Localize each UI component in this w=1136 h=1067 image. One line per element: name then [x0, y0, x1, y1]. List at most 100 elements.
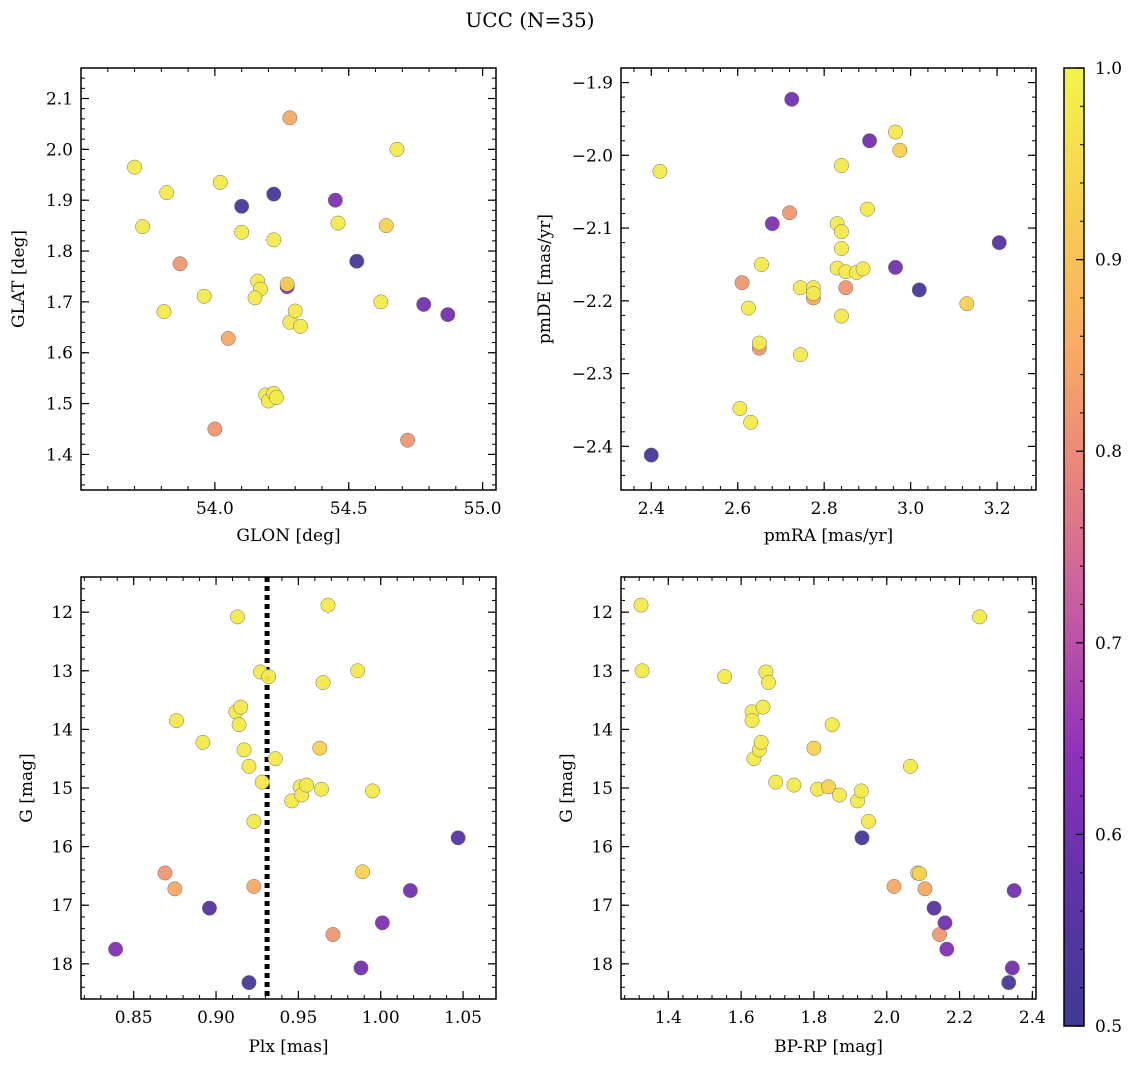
scatter-point: [959, 296, 975, 312]
y-tick-label: 1.7: [46, 293, 73, 313]
scatter-point: [440, 307, 456, 323]
scatter-point: [1001, 975, 1017, 991]
scatter-point: [312, 740, 328, 756]
y-tick-label: −2.1: [572, 219, 613, 239]
scatter-point: [732, 401, 748, 416]
panel-bprp-g: 1.4 1.6 1.8 2.0 2.2 2.4 12 13 14 15 16 17 18 BP-RP [m…: [557, 576, 1046, 1057]
scatter-point: [236, 742, 252, 758]
scatter-point: [743, 414, 759, 430]
plot-frame: [80, 576, 497, 1000]
scatter-point: [824, 717, 840, 733]
y-tick-label: 13: [51, 662, 73, 682]
x-tick-label: 0.90: [197, 1008, 235, 1028]
x-tick-label: 2.8: [811, 499, 838, 519]
scatter-point: [634, 663, 650, 679]
scatter-point: [633, 597, 649, 613]
y-tick-label: 12: [591, 603, 613, 623]
colorbar-tick-label: 1.0: [1095, 59, 1122, 79]
scatter-point: [755, 699, 771, 715]
scatter-point: [127, 159, 142, 175]
scatter-point: [853, 783, 869, 799]
y-tick-label: 16: [591, 838, 613, 858]
scatter-point: [196, 288, 212, 304]
scatter-point: [834, 224, 849, 240]
scatter-point: [231, 717, 247, 733]
scatter-point: [838, 280, 854, 296]
x-tick-label: 54.0: [196, 499, 234, 519]
y-tick-label: 1.9: [46, 191, 73, 211]
x-tick-label: 1.4: [655, 1008, 682, 1028]
scatter-point: [764, 216, 780, 232]
scatter-point: [266, 232, 282, 248]
scatter-point: [373, 294, 389, 310]
scatter-point: [169, 713, 184, 729]
y-tick-label: −2.0: [572, 146, 613, 166]
scatter-point: [786, 777, 802, 793]
y-axis-label: G [mag]: [557, 753, 577, 822]
scatter-point: [246, 813, 262, 829]
scatter-point: [241, 975, 257, 991]
y-tick-label: 17: [591, 896, 613, 916]
scatter-point: [402, 883, 418, 899]
scatter-point: [886, 879, 902, 894]
y-tick-label: 14: [591, 720, 613, 740]
x-tick-label: 2.6: [724, 499, 751, 519]
y-tick-label: 17: [51, 896, 73, 916]
scatter-point: [327, 192, 343, 208]
scatter-point: [917, 881, 933, 897]
scatter-point: [782, 205, 798, 221]
scatter-point: [254, 774, 270, 790]
scatter-point: [229, 609, 245, 625]
x-axis-label: GLON [deg]: [236, 526, 340, 546]
scatter-point: [246, 879, 262, 894]
scatter-point: [888, 259, 903, 275]
scatter-point: [754, 256, 769, 272]
y-tick-label: 12: [51, 603, 73, 623]
scatter-point: [753, 734, 769, 750]
scatter-point: [159, 185, 175, 201]
scatter-point: [325, 927, 341, 942]
scatter-point: [416, 296, 432, 312]
scatter-point: [768, 774, 784, 790]
scatter-point: [939, 941, 955, 957]
x-tick-label: 2.4: [638, 499, 665, 519]
scatter-point: [902, 758, 918, 774]
panel-glon-glat: 54.0 54.5 55.0 1.4 1.5 1.6 1.7 1.8 1.9 2.0 2.1 GLON…: [9, 67, 502, 546]
scatter-point: [287, 303, 303, 319]
scatter-point: [784, 91, 800, 107]
scatter-point: [805, 286, 821, 302]
colorbar-tick-label: 0.9: [1095, 251, 1122, 271]
scatter-point: [350, 663, 366, 679]
y-tick-label: 15: [591, 779, 613, 799]
scatter-point: [234, 198, 250, 214]
scatter-point: [365, 783, 380, 799]
x-tick-label: 1.05: [444, 1008, 482, 1028]
plot-frame: [620, 67, 1037, 491]
x-tick-label: 3.2: [984, 499, 1011, 519]
scatter-point: [888, 124, 903, 140]
x-axis-label: BP-RP [mag]: [774, 1037, 883, 1057]
x-tick-label: 1.6: [728, 1008, 755, 1028]
scatter-point: [912, 866, 927, 882]
scatter-point: [195, 734, 211, 750]
panel-plx-g: 0.85 0.90 0.95 1.00 1.05 12 13 14 15 16 17 18 Plx [m…: [17, 576, 497, 1057]
scatter-point: [861, 813, 876, 829]
y-axis-label: pmDE [mas/yr]: [535, 214, 555, 344]
scatter-point: [279, 276, 295, 292]
y-axis-label: G [mag]: [17, 753, 37, 822]
scatter-point: [834, 158, 849, 173]
y-tick-label: −2.2: [572, 292, 613, 312]
scatter-point: [156, 304, 172, 319]
scatter-point: [792, 280, 808, 296]
scatter-point: [400, 432, 416, 448]
x-tick-label: 0.95: [279, 1008, 317, 1028]
y-tick-label: 1.6: [46, 344, 73, 364]
plot-frame: [620, 576, 1037, 1000]
y-axis-label: GLAT [deg]: [9, 230, 29, 328]
scatter-point: [266, 186, 282, 202]
scatter-point: [389, 141, 405, 157]
x-tick-label: 1.8: [800, 1008, 827, 1028]
colorbar-tick-label: 0.5: [1095, 1017, 1122, 1037]
y-tick-label: 18: [51, 955, 73, 975]
